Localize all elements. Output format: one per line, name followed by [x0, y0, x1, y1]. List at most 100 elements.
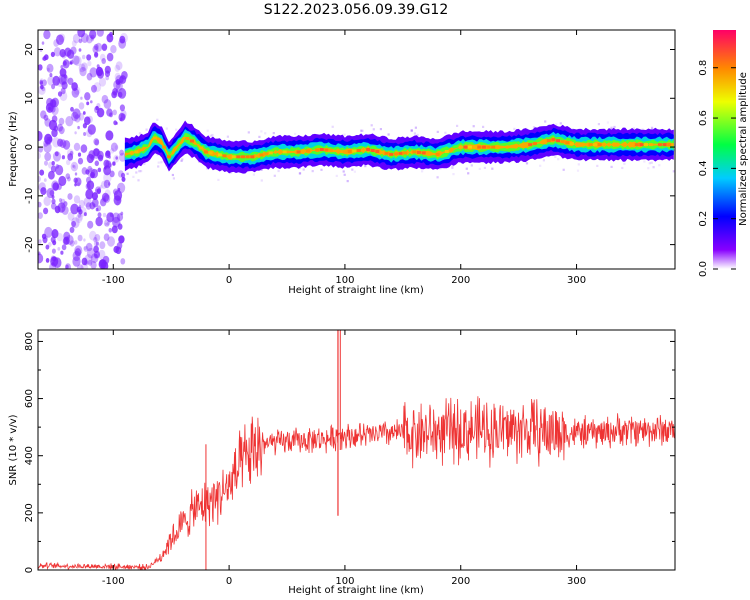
noise-blob	[115, 246, 122, 255]
snr-x-tick-label: 200	[451, 576, 470, 587]
noise-blob	[119, 117, 123, 121]
ridge-peak-cell	[370, 149, 375, 152]
spectral-scatter-point	[299, 172, 302, 175]
noise-blob	[77, 212, 82, 218]
ridge-peak-cell	[463, 145, 468, 149]
noise-blob	[63, 74, 67, 79]
noise-blob	[46, 187, 55, 199]
snr-x-label: Height of straight line (km)	[288, 585, 424, 596]
ridge-peak-cell	[421, 151, 426, 155]
spectral-scatter-point	[157, 161, 160, 164]
noise-blob	[73, 177, 78, 184]
noise-blob	[59, 198, 62, 203]
noise-blob	[56, 34, 64, 46]
snr-x-tick-label: 100	[335, 576, 354, 587]
spectral-scatter-point	[470, 164, 473, 167]
spectral-scatter-point	[610, 126, 613, 129]
noise-blob	[72, 108, 81, 119]
noise-blob	[81, 54, 86, 60]
ridge-peak-cell	[190, 139, 194, 143]
spectral-scatter-point	[209, 134, 212, 137]
spectrogram-x-ticks: -100 0 100 200 300	[102, 30, 586, 286]
spectral-scatter-point	[311, 170, 314, 173]
noise-blob	[109, 170, 115, 178]
noise-blob	[89, 230, 97, 241]
spectral-scatter-point	[387, 133, 390, 136]
spectral-scatter-point	[451, 164, 454, 167]
noise-blob	[86, 72, 93, 81]
snr-panel: -100 0 100 200 300 0 200 400 600 800 Height of s…	[8, 329, 676, 596]
noise-blob	[86, 153, 94, 164]
spectral-scatter-point	[673, 148, 675, 152]
spectrogram-x-tick-label: -100	[102, 275, 125, 286]
noise-blob	[39, 169, 45, 176]
spectral-scatter-point	[175, 128, 178, 131]
ridge-peak-cell	[259, 153, 264, 157]
noise-blob	[74, 183, 77, 187]
noise-blob	[77, 234, 83, 242]
spectral-scatter-point	[555, 123, 558, 126]
noise-blob	[101, 94, 109, 104]
ridge-peak-cell	[662, 143, 667, 147]
noise-blob	[48, 119, 58, 131]
spectral-scatter-point	[206, 167, 209, 170]
noise-blob	[97, 167, 102, 173]
colorbar: 0.0 0.2 0.4 0.6 0.8 Normalized spectral ampl…	[698, 30, 749, 277]
ridge-peak-cell	[667, 143, 672, 147]
ridge-peak-cell	[153, 136, 157, 140]
spectral-scatter-point	[264, 132, 267, 135]
colorbar-tick-label: 0.2	[698, 211, 709, 227]
noise-blob	[73, 165, 77, 169]
noise-blob	[75, 214, 83, 224]
noise-blob	[93, 237, 98, 243]
noise-blob	[107, 182, 111, 186]
noise-blob	[57, 91, 63, 97]
noise-blob	[114, 64, 121, 72]
noise-blob	[98, 154, 104, 162]
noise-blob	[73, 55, 82, 67]
noise-blob	[62, 59, 70, 69]
noise-blob	[96, 103, 101, 109]
spectral-scatter-point	[159, 161, 163, 164]
ridge-peak-cell	[523, 143, 528, 147]
spectral-scatter-point	[554, 155, 557, 158]
noise-blob	[53, 47, 62, 57]
spectral-scatter-point	[482, 125, 485, 128]
noise-blob	[69, 226, 75, 233]
noise-blob	[76, 206, 82, 213]
noise-blob	[94, 234, 101, 242]
noise-blob	[77, 30, 86, 38]
noise-blob	[106, 212, 115, 223]
noise-blob	[50, 99, 57, 108]
noise-blob	[105, 130, 114, 141]
noise-blob	[93, 241, 98, 247]
colorbar-tick-label: 0.4	[698, 160, 709, 176]
ridge-peak-cell	[134, 150, 139, 154]
noise-blob	[38, 85, 46, 95]
noise-blob	[85, 242, 93, 252]
noise-blob	[91, 84, 97, 93]
spectral-scatter-point	[331, 125, 334, 128]
noise-blob	[42, 56, 47, 61]
noise-blob	[94, 106, 100, 114]
spectral-scatter-point	[410, 129, 413, 132]
noise-blob	[67, 176, 71, 182]
ridge-peak-cell	[324, 148, 329, 152]
ridge-peak-cell	[560, 140, 565, 144]
noise-blob	[69, 150, 74, 156]
noise-blob	[115, 156, 118, 160]
spectrogram-x-tick-label: 200	[451, 275, 470, 286]
spectral-scatter-point	[544, 120, 547, 123]
noise-blob	[51, 105, 59, 116]
noise-blob	[74, 240, 78, 245]
spectral-scatter-point	[181, 158, 184, 161]
noise-blob	[113, 154, 120, 163]
snr-y-label: SNR (10 * v/v)	[8, 414, 19, 485]
ridge-peak-cell	[588, 143, 593, 147]
snr-y-ticks: 0 200 400 600 800	[24, 332, 675, 573]
noise-blob	[39, 79, 43, 85]
noise-blob	[90, 173, 95, 179]
noise-blob	[38, 146, 43, 153]
noise-blob	[41, 41, 45, 45]
noise-blob	[83, 238, 86, 242]
